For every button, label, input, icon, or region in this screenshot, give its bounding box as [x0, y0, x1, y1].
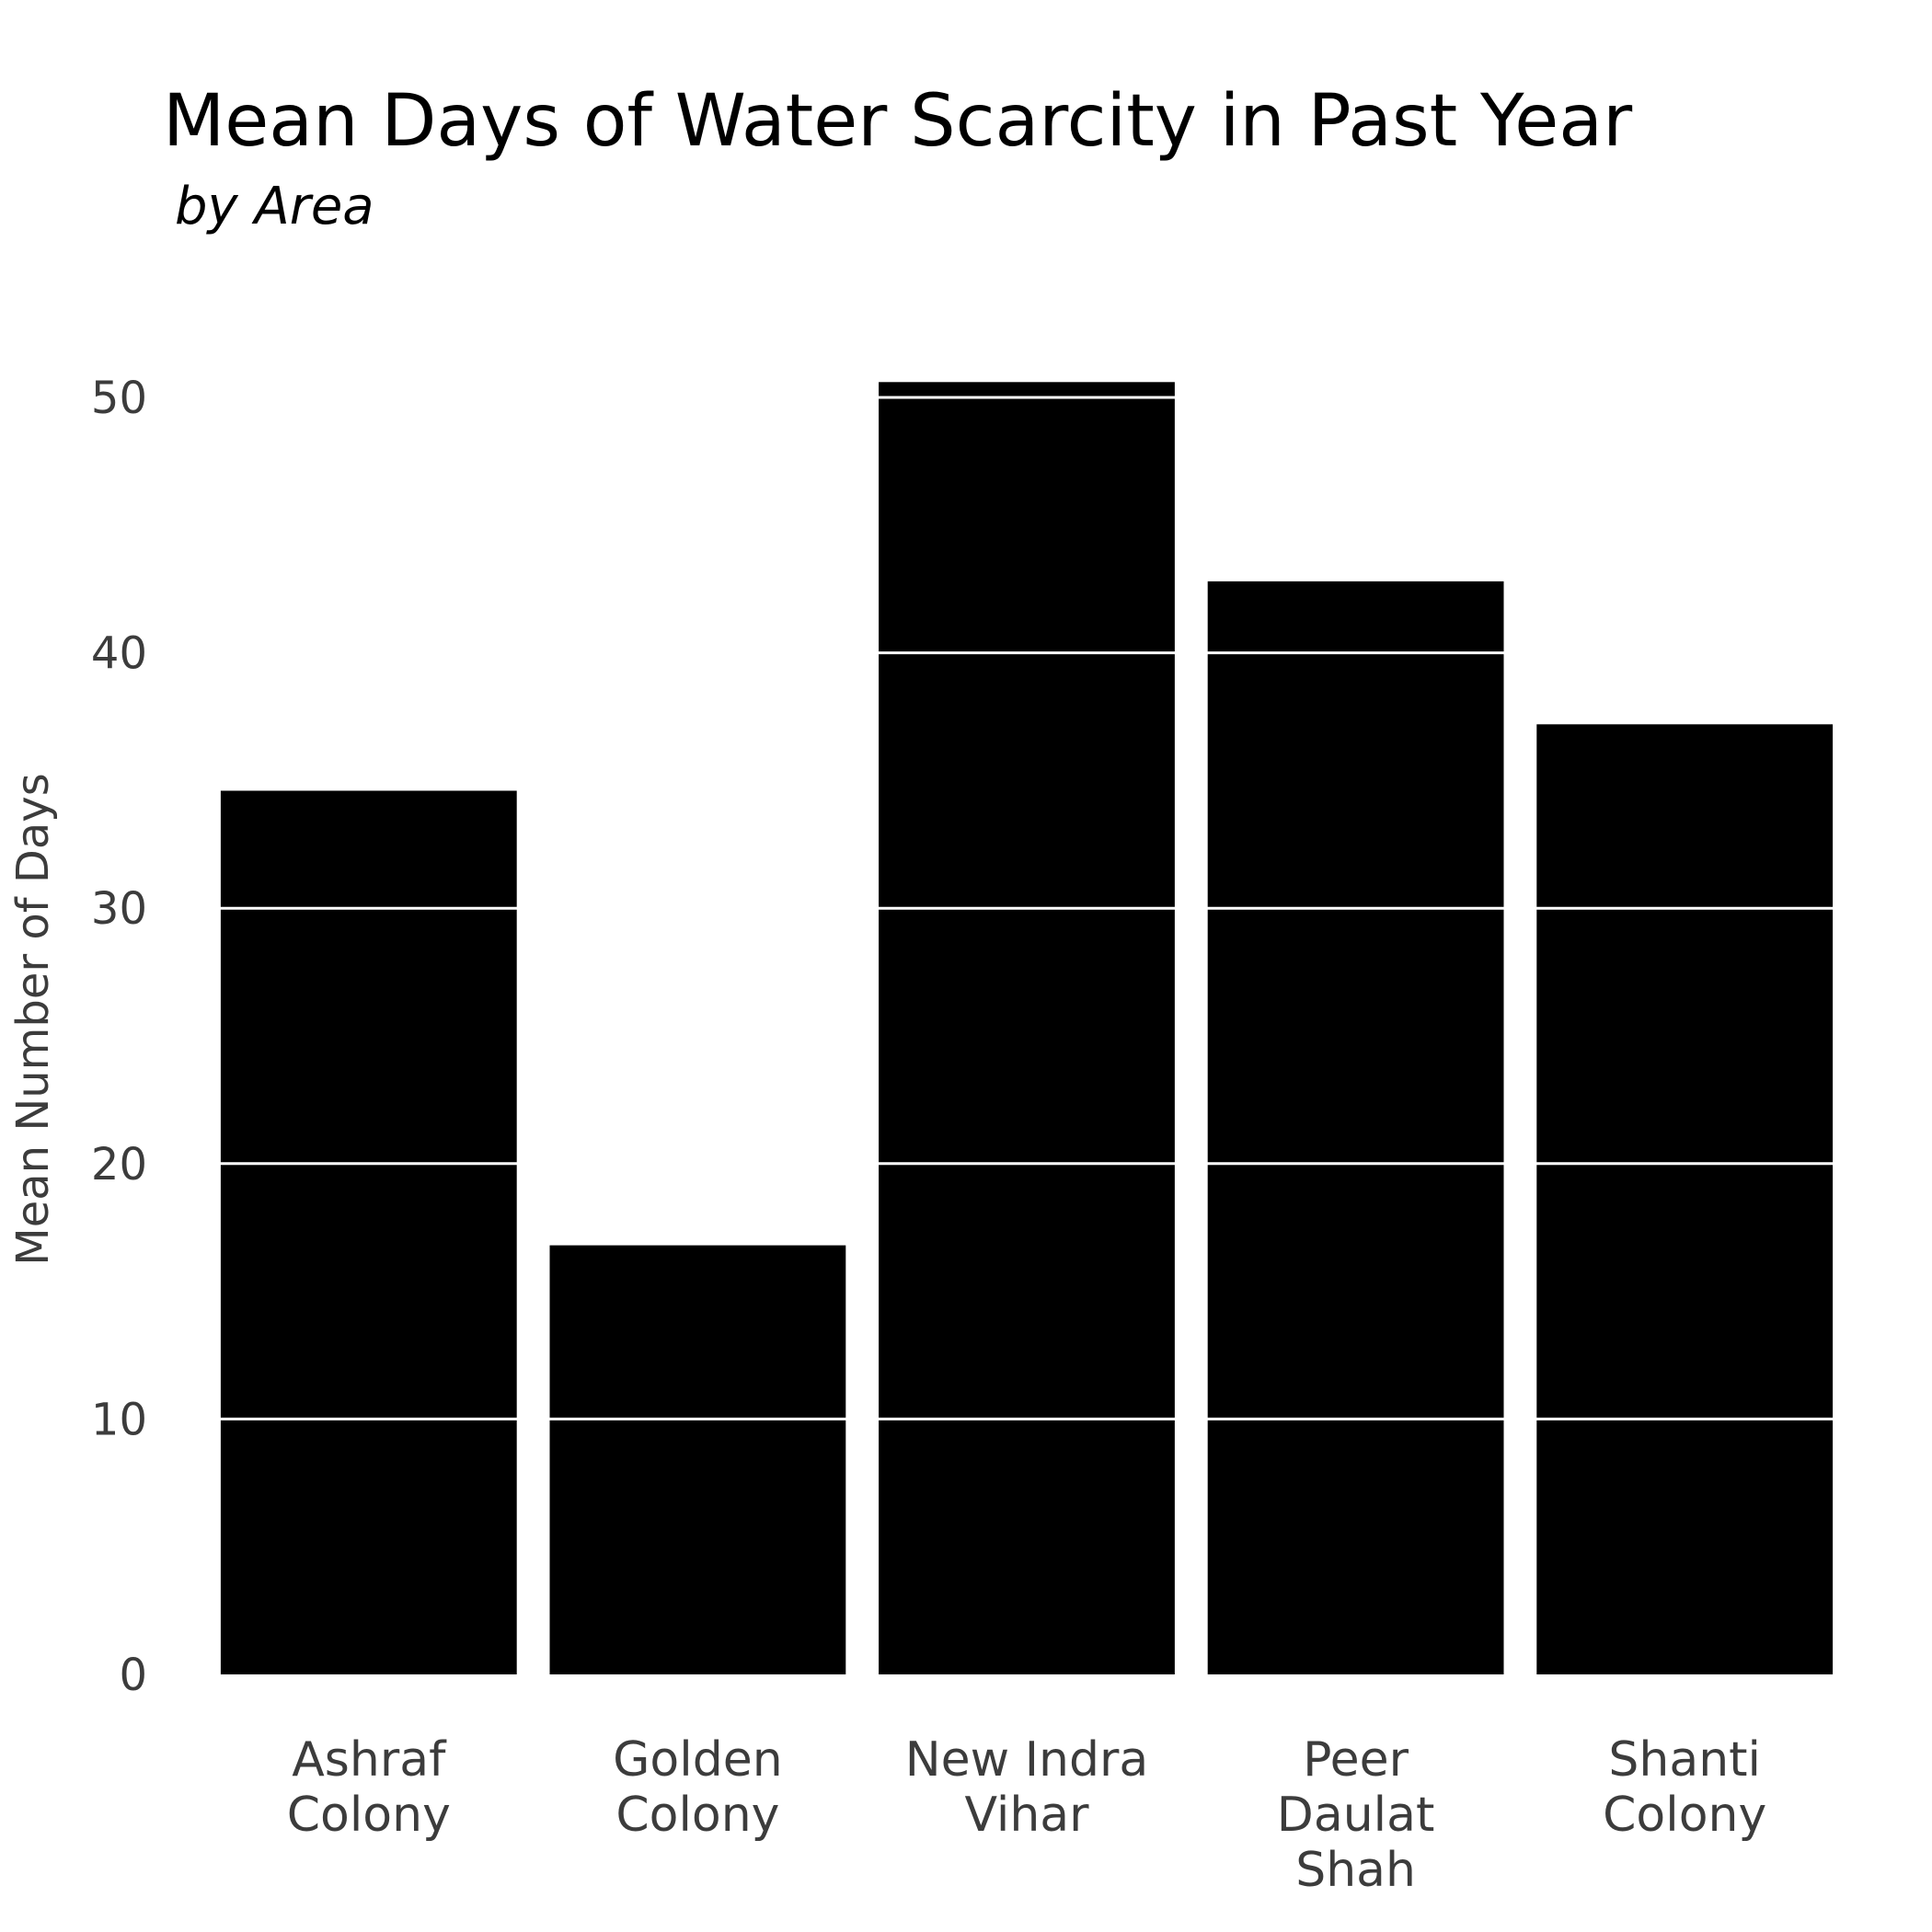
- y-tick-label-2: 20: [91, 1139, 147, 1190]
- x-tick-label-0: Ashraf Colony: [287, 1732, 451, 1843]
- x-tick-label-1: Golden Colony: [613, 1732, 783, 1843]
- bar-4: [1536, 724, 1834, 1674]
- y-tick-label-1: 10: [91, 1394, 147, 1445]
- x-axis-labels: Ashraf Colony Golden Colony New Indra Vihar Pe…: [287, 1732, 1767, 1898]
- y-axis-label: Mean Number of Days: [7, 773, 59, 1265]
- x-tick-label-2: New Indra Vihar: [905, 1732, 1149, 1843]
- bar-0: [220, 790, 517, 1674]
- chart-subtitle: by Area: [175, 177, 374, 236]
- y-tick-label-0: 0: [119, 1650, 147, 1701]
- gridlines: [204, 396, 1849, 1420]
- y-axis-ticks: 0 10 20 30 40 50: [91, 373, 147, 1701]
- chart-title: Mean Days of Water Scarcity in Past Year: [163, 80, 1633, 163]
- y-tick-label-3: 30: [91, 883, 147, 935]
- bar-3: [1207, 581, 1504, 1674]
- bar-1: [549, 1245, 846, 1674]
- bar-2: [879, 382, 1175, 1674]
- y-tick-label-5: 50: [91, 373, 147, 424]
- x-tick-label-3: Peer Daulat Shah: [1277, 1732, 1435, 1898]
- x-tick-label-4: Shanti Colony: [1603, 1732, 1766, 1843]
- bars: [220, 382, 1834, 1674]
- y-tick-label-4: 40: [91, 628, 147, 680]
